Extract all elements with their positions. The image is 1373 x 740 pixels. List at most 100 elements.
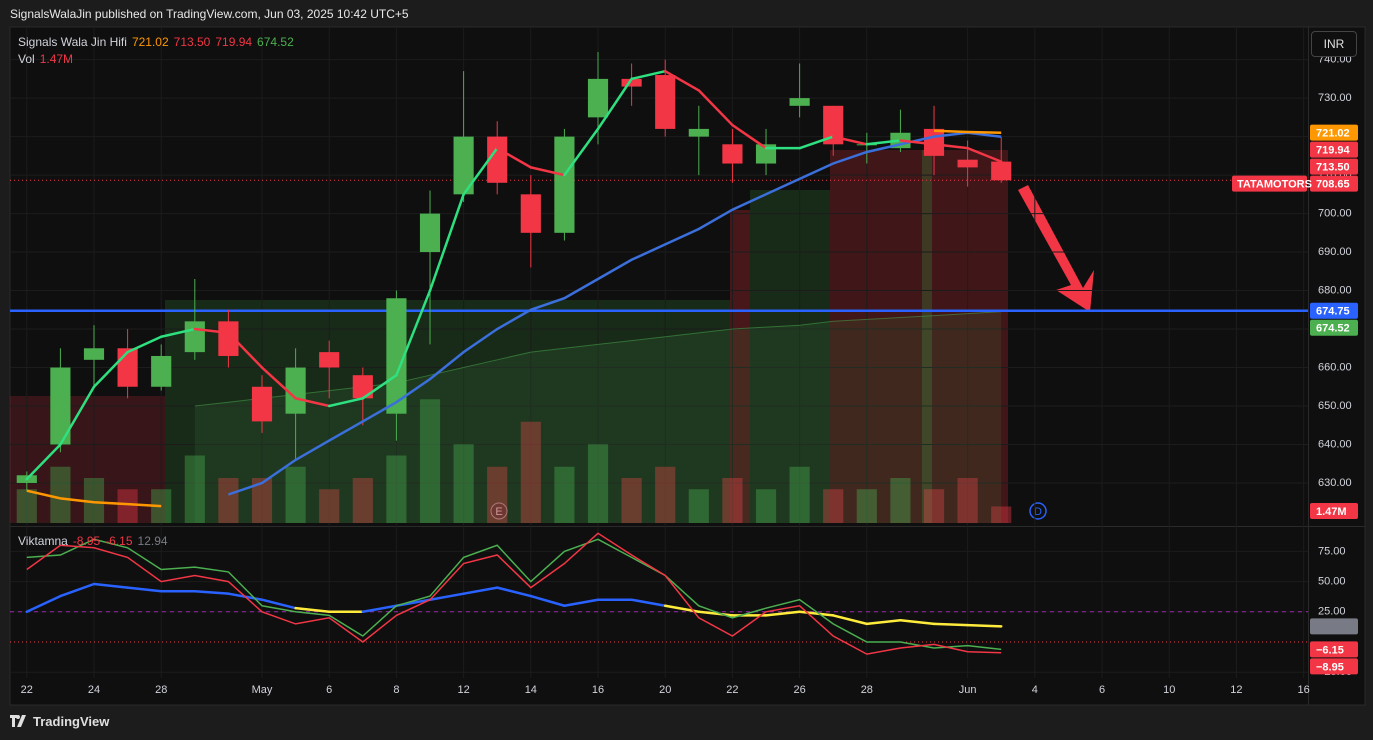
fast-line: [697, 89, 734, 127]
volume-title: Vol: [18, 52, 35, 66]
candle-body: [520, 194, 541, 233]
y-tick-label: 640.00: [1318, 438, 1352, 450]
candle-body: [722, 144, 743, 164]
osc-line: [26, 532, 1002, 655]
fast-line: [428, 193, 465, 292]
candle-body: [823, 105, 844, 145]
legend-title: Signals Wala Jin Hifi: [18, 35, 127, 49]
y-tick-label: 50.00: [1318, 575, 1346, 587]
fast-line: [966, 146, 1003, 163]
candle-body: [789, 98, 810, 106]
volume-bar: [352, 478, 373, 523]
volume-bar: [789, 466, 810, 523]
fast-line: [59, 385, 96, 446]
chart-panel: [9, 26, 1366, 706]
x-tick-label: 16: [1298, 684, 1310, 696]
signal-line: [462, 586, 499, 595]
volume-bar: [957, 478, 978, 523]
volume-bar: [285, 466, 306, 523]
candle-body: [587, 78, 609, 118]
fast-line: [193, 327, 230, 335]
price-tag: [1310, 319, 1358, 336]
candle-body: [554, 136, 575, 233]
fast-line: [596, 77, 633, 131]
signal-line: [899, 618, 936, 626]
price-legend: Signals Wala Jin Hifi 721.02 713.50 719.94 6…: [18, 35, 294, 49]
earnings-icon[interactable]: [490, 502, 508, 520]
volume-bar: [151, 489, 172, 523]
currency-button[interactable]: INR: [1311, 31, 1357, 57]
volume-bar: [386, 455, 407, 523]
fast-line: [462, 146, 499, 196]
legend-value: 721.02: [131, 35, 169, 49]
price-tag: [1310, 503, 1358, 519]
y-tick-label: 700.00: [1318, 207, 1352, 219]
price-tag-label: 721.02: [1316, 128, 1350, 140]
price-tag: [1310, 302, 1358, 319]
legend-value: 713.50: [173, 35, 211, 49]
candle-body: [285, 367, 306, 414]
signal-line: [260, 598, 297, 610]
x-tick-label: 10: [1163, 684, 1175, 696]
volume-bar: [218, 478, 239, 523]
candle-body: [419, 213, 441, 253]
signal-line: [428, 592, 465, 601]
orange-line: [26, 129, 1002, 508]
volume-bar: [621, 478, 642, 523]
price-tag-label: 674.52: [1316, 323, 1350, 335]
price-tag: [1310, 618, 1358, 635]
fast-line: [227, 331, 264, 369]
x-tick-label: 12: [1230, 684, 1242, 696]
volume-bar: [823, 489, 844, 523]
footer: TradingView: [33, 714, 110, 729]
dividend-icon-text: D: [1034, 506, 1042, 518]
x-tick-label: 6: [1099, 684, 1105, 696]
volume-bar: [117, 489, 138, 523]
signal-line: [193, 590, 230, 595]
candle-body: [621, 78, 642, 87]
volume-bar: [554, 466, 575, 523]
signal-line: [932, 622, 969, 627]
signal-line: [764, 610, 801, 617]
plot: [10, 27, 1308, 678]
legend-value: 719.94: [215, 35, 253, 49]
y-tick-label: 630.00: [1318, 477, 1352, 489]
fast-line: [495, 146, 533, 169]
fast-line: [92, 350, 129, 389]
fast-line: [25, 443, 62, 481]
volume-bar: [251, 478, 273, 523]
fast-line: [630, 69, 667, 81]
signal-line: [865, 618, 902, 626]
x-tick-label: 4: [1032, 684, 1038, 696]
arrow: [1018, 185, 1094, 312]
volume-bar: [184, 455, 205, 523]
price-tag: [1310, 124, 1358, 141]
price-tag-label: 674.75: [1316, 306, 1350, 318]
candle-body: [487, 136, 508, 183]
volume-bar: [923, 489, 945, 523]
legend-value: -6.15: [105, 534, 133, 548]
symbol-tag: [1232, 175, 1307, 192]
slow-line: [227, 131, 1002, 496]
candle-body: [83, 348, 105, 360]
x-tick-label: Jun: [959, 684, 977, 696]
fast-line: [529, 166, 566, 177]
fast-line: [126, 335, 163, 354]
fast-line: [563, 127, 600, 177]
price-tag-label: −6.15: [1316, 644, 1344, 656]
signal-line: [92, 582, 129, 589]
candle-body: [957, 159, 978, 168]
signal-line: [25, 594, 62, 614]
signal-line: [59, 582, 96, 598]
osc-legend: Viktamna -8.95 -6.15 12.94: [18, 534, 168, 548]
legend-value: -8.95: [72, 534, 101, 548]
candle-body: [117, 348, 138, 387]
volume-bar: [520, 421, 541, 523]
candle-body: [251, 386, 273, 422]
signal-line: [361, 604, 398, 614]
volume-bar: [655, 466, 676, 523]
x-tick-label: 26: [793, 684, 805, 696]
symbol-tag-label: TATAMOTORS: [1237, 179, 1312, 191]
dividend-icon[interactable]: [1029, 502, 1047, 520]
candle-body: [991, 161, 1012, 181]
